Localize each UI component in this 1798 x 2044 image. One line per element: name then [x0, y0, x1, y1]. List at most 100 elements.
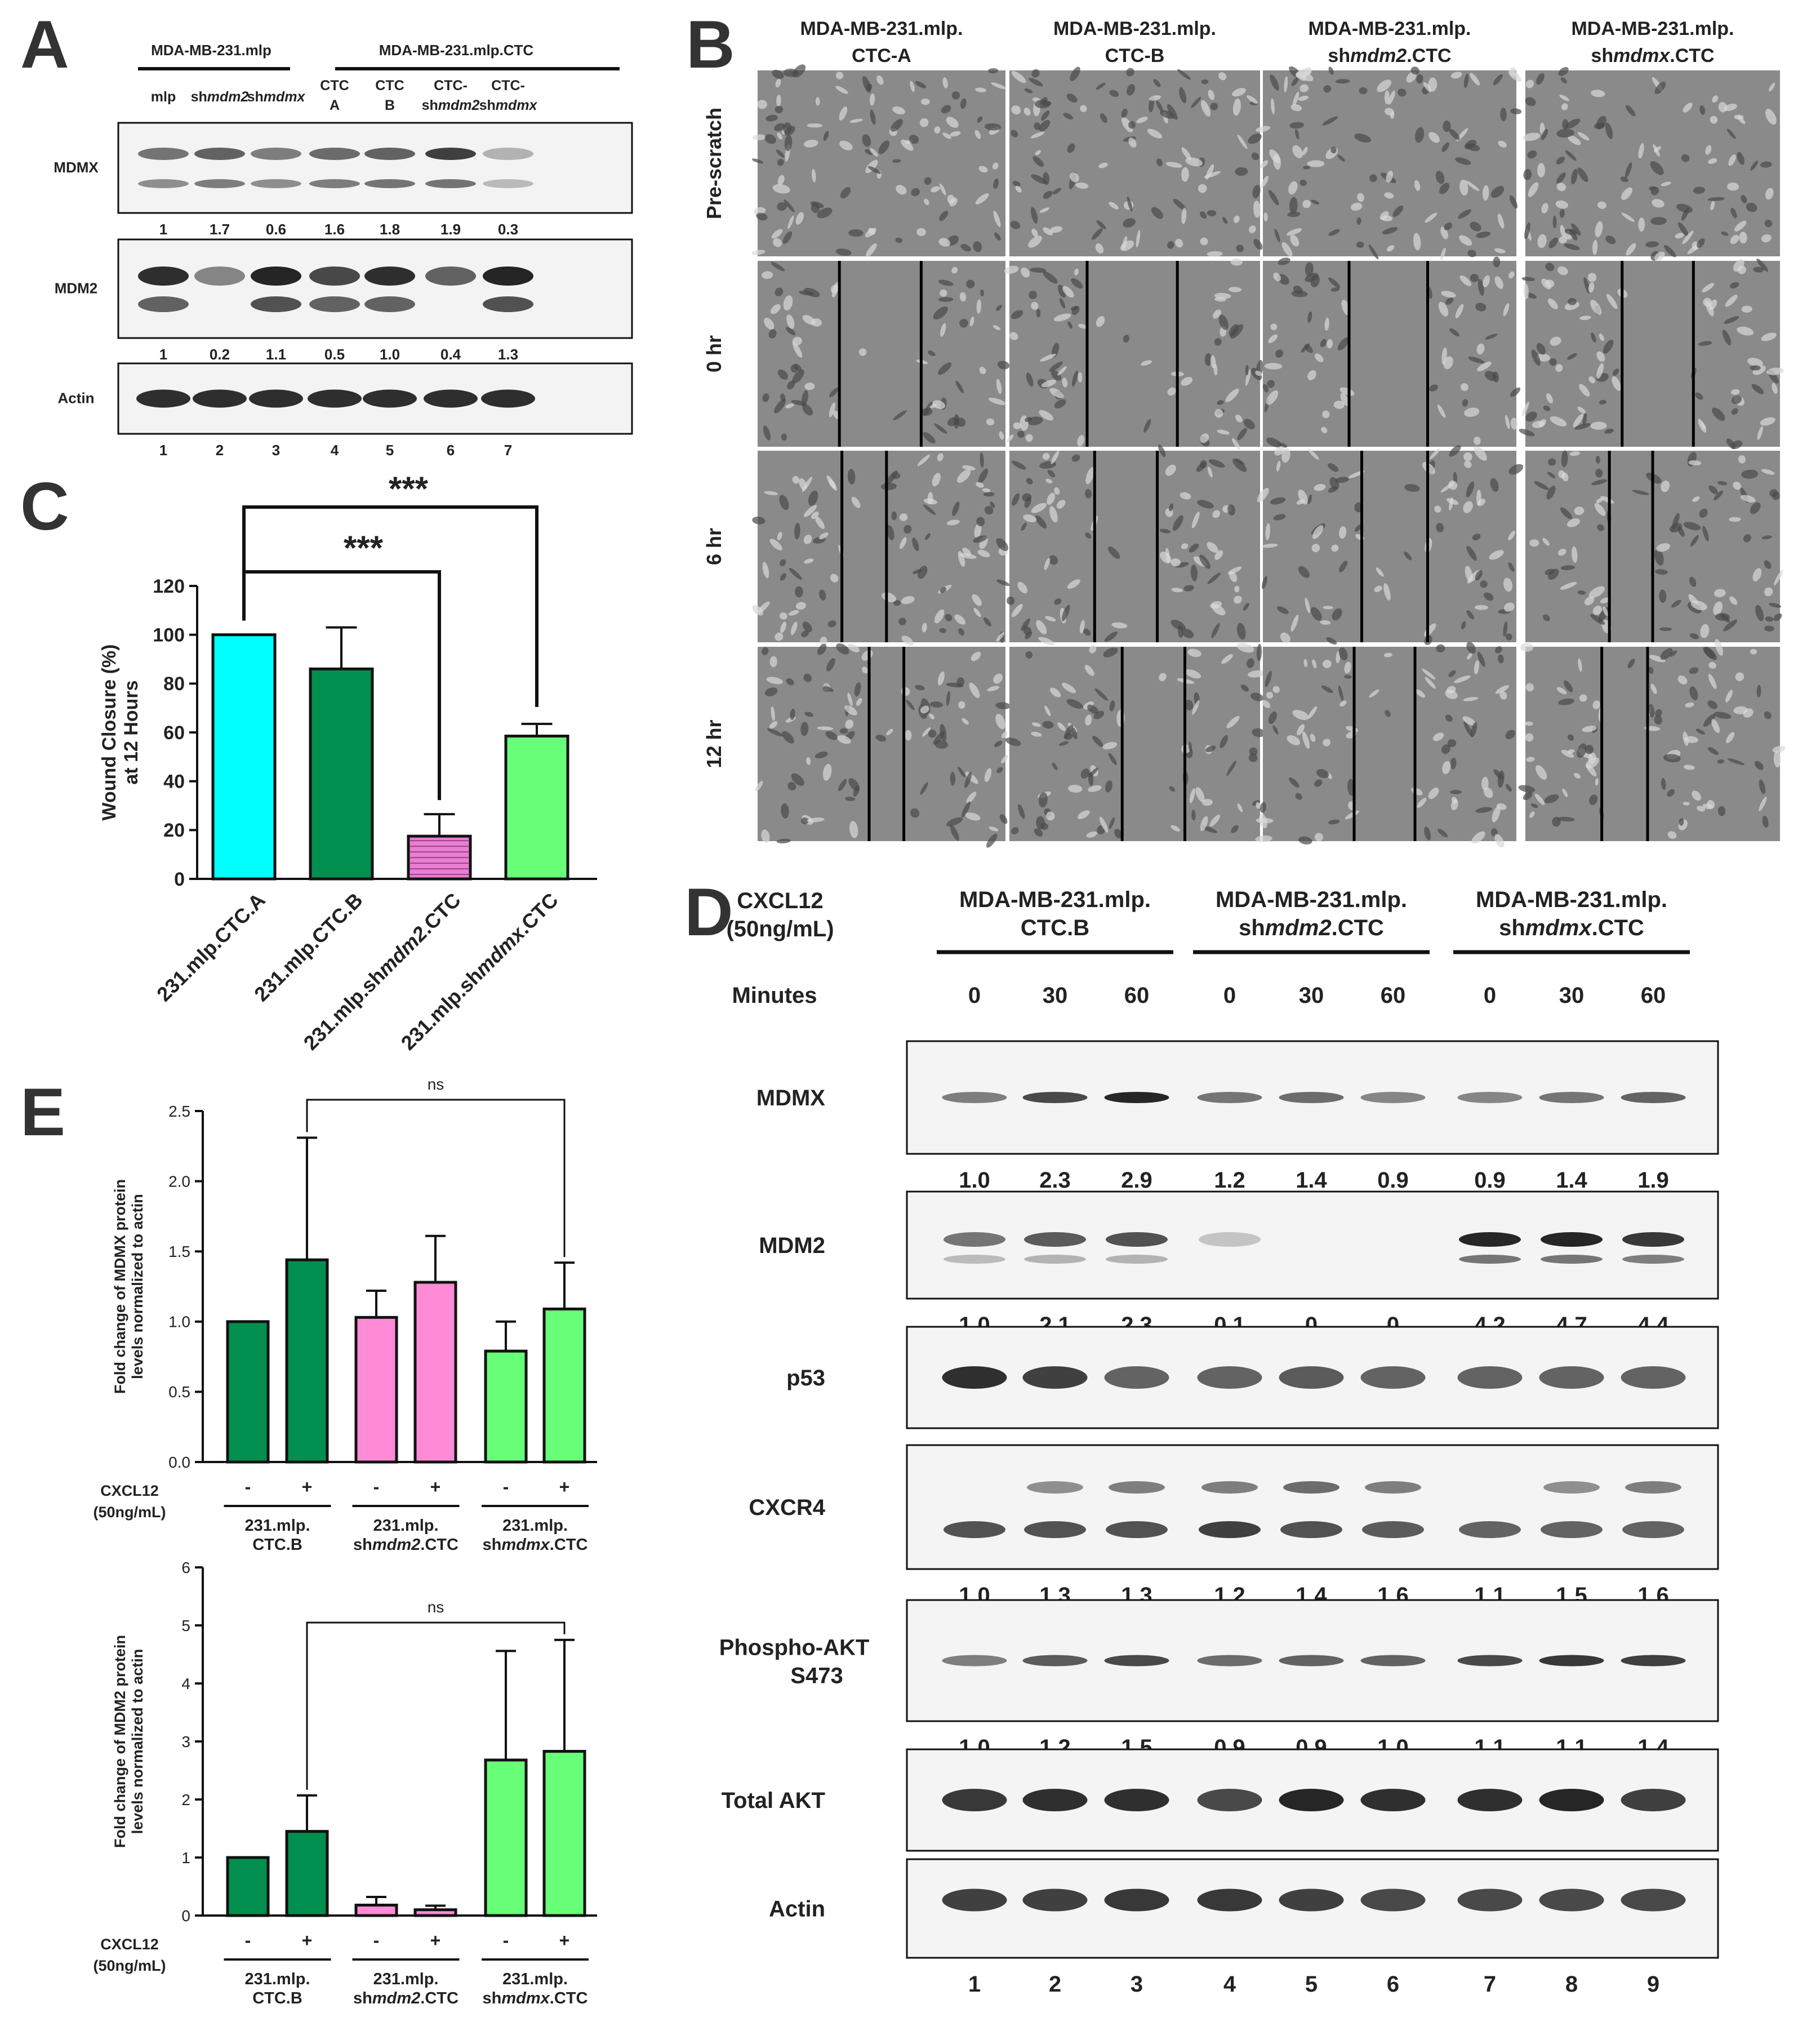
cell [1240, 684, 1249, 692]
wound-closure-y-tick-label: 60 [163, 722, 185, 744]
cell [1692, 496, 1700, 502]
cell [1542, 537, 1550, 546]
cell [951, 91, 960, 100]
cell [1449, 129, 1460, 140]
cell [1291, 290, 1308, 297]
cell [1328, 819, 1340, 825]
cell [1127, 196, 1133, 212]
cell [1527, 150, 1537, 159]
cell [995, 702, 1011, 709]
cell [804, 383, 815, 390]
band [942, 1789, 1007, 1811]
category-label: 231.mlp.shmdm2.CTC [299, 888, 465, 1055]
cell [1339, 526, 1347, 539]
cell [1212, 309, 1222, 319]
cell [1231, 438, 1240, 450]
mdmx-fold-group-label: CTC.B [252, 1536, 302, 1554]
band [1197, 1366, 1262, 1389]
cell [1638, 217, 1645, 232]
cell [1582, 412, 1587, 426]
band [425, 179, 476, 188]
cell [1557, 816, 1575, 822]
cell [1521, 401, 1529, 416]
cell [901, 636, 914, 646]
group-label: MDA-MB-231.mlp. [959, 887, 1151, 912]
cell [1476, 343, 1485, 355]
cell [940, 323, 946, 337]
band [1457, 1366, 1523, 1389]
cell [1252, 728, 1265, 737]
cell [775, 105, 784, 114]
cell [1059, 297, 1066, 309]
mdmx-fold-group-label: 231.mlp. [373, 1517, 438, 1535]
cell [1200, 460, 1207, 469]
cell [839, 140, 853, 150]
blot-label: p53 [786, 1366, 825, 1390]
cell [1764, 560, 1772, 569]
cell [1011, 105, 1021, 115]
cell [1334, 477, 1349, 483]
cell [993, 673, 1003, 684]
cell [851, 496, 861, 508]
cell [1458, 209, 1472, 219]
cell [939, 628, 946, 633]
cell [1232, 88, 1246, 97]
mdmx-fold-treatment-label: (50ng/mL) [93, 1504, 166, 1521]
cell [924, 177, 932, 185]
cell [1443, 356, 1453, 370]
cell [927, 350, 936, 357]
band [1280, 1521, 1342, 1538]
cell [978, 468, 989, 484]
cell [1067, 321, 1073, 329]
cell [1207, 210, 1217, 216]
cell [1307, 370, 1316, 380]
cell [1523, 792, 1533, 801]
mdmx-fold-significance-bracket [306, 1099, 566, 1257]
band [1024, 1521, 1086, 1538]
cell [1461, 621, 1466, 630]
minute-label: 60 [1124, 983, 1150, 1008]
cell [1454, 675, 1471, 683]
cell [1102, 742, 1118, 750]
band [481, 389, 535, 408]
cell [1669, 650, 1677, 657]
cell [777, 175, 785, 185]
cell [1476, 490, 1481, 506]
cell [1505, 415, 1510, 429]
cell [1337, 154, 1345, 162]
mdmx-fold-y-tick-label: 0.5 [168, 1383, 190, 1401]
cell [1529, 811, 1535, 818]
lane-label: CTC [375, 78, 404, 94]
cell [1597, 201, 1607, 209]
cell [1441, 744, 1450, 754]
cell [1214, 550, 1223, 560]
cell [1312, 659, 1317, 669]
cell [1025, 434, 1033, 442]
mdm2-fold-treatment-sign: - [503, 1930, 509, 1950]
cell [775, 632, 784, 641]
cell [1438, 301, 1449, 317]
cell [1070, 172, 1079, 183]
cell [896, 185, 907, 195]
cell [767, 728, 784, 737]
cell [1536, 73, 1545, 85]
panel-b-scratch-assay: MDA-MB-231.mlp.CTC-AMDA-MB-231.mlp.CTC-B… [702, 18, 1786, 848]
blot-membrane [117, 238, 633, 339]
group-label-mlp: MDA-MB-231.mlp [151, 42, 272, 59]
cell [777, 202, 787, 211]
cell [788, 610, 799, 616]
cell [878, 140, 890, 154]
cell [1766, 367, 1784, 375]
cell [1066, 699, 1083, 709]
cell [999, 431, 1004, 440]
cell [1026, 372, 1034, 387]
cell [1041, 110, 1050, 121]
cell [1712, 95, 1719, 103]
band [1104, 1366, 1169, 1389]
cell [1560, 565, 1576, 571]
cell [1314, 833, 1323, 842]
cell [995, 305, 1002, 311]
cell [1483, 275, 1490, 287]
cell [803, 535, 812, 544]
cell [933, 731, 945, 745]
